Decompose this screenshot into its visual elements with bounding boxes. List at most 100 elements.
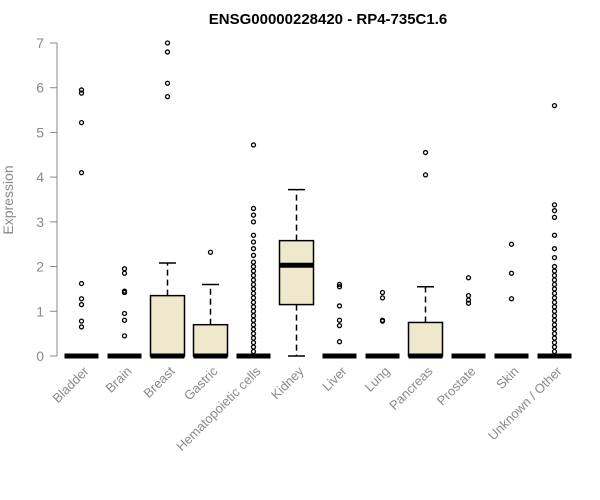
x-category-label: Liver [319, 363, 350, 394]
outlier-point [250, 212, 257, 218]
box-body [407, 321, 444, 357]
outlier-point [551, 214, 558, 221]
outlier-point [207, 249, 214, 255]
x-category-label: Gastric [181, 363, 221, 403]
outlier-point [121, 317, 128, 323]
outlier-point [422, 149, 429, 156]
outlier-point [379, 317, 386, 323]
outlier-point [551, 208, 558, 214]
outlier-point [551, 254, 558, 261]
x-category-label: Lung [362, 364, 393, 395]
outlier-point [78, 170, 85, 176]
outlier-point [250, 290, 257, 297]
outlier-point [250, 317, 257, 323]
x-category-label: Hematopoietic cells [173, 363, 264, 454]
box-body [278, 239, 315, 306]
outlier-point [551, 246, 558, 252]
outlier-point [379, 295, 386, 301]
outlier-point [551, 102, 558, 109]
outlier-point [78, 318, 85, 324]
outlier-point [250, 263, 257, 270]
outlier-point [164, 94, 171, 100]
y-tick-label: 2 [36, 259, 44, 275]
x-category-label: Kidney [268, 363, 307, 402]
outlier-point [336, 303, 343, 309]
y-tick-label: 6 [36, 80, 44, 96]
outlier-point [121, 270, 128, 276]
x-category-label: Breast [140, 363, 177, 400]
outlier-point [551, 344, 558, 350]
outlier-point [336, 281, 343, 288]
outlier-point [78, 296, 85, 302]
y-tick-label: 5 [36, 124, 44, 140]
outlier-point [551, 277, 558, 283]
outlier-point [250, 252, 257, 259]
outlier-point [551, 286, 558, 292]
box-body [192, 323, 229, 357]
outlier-point [551, 326, 558, 332]
outlier-point [250, 232, 257, 238]
outlier-point [250, 339, 257, 346]
outlier-point [551, 339, 558, 346]
x-category-label: Bladder [49, 363, 92, 406]
outlier-point [250, 281, 257, 288]
outlier-point [336, 322, 343, 329]
x-category-label: Brain [103, 364, 135, 396]
outlier-point [551, 295, 558, 301]
outlier-point [250, 308, 257, 314]
outlier-point [121, 266, 128, 272]
outlier-point [336, 317, 343, 323]
outlier-point [551, 335, 558, 341]
outlier-point [465, 275, 472, 281]
box-group [192, 249, 229, 359]
x-category-label: Prostate [434, 364, 479, 409]
outlier-point [551, 232, 558, 238]
outlier-point [121, 333, 128, 339]
outlier-point [164, 80, 171, 86]
y-tick-label: 0 [36, 348, 44, 364]
box-group [64, 87, 99, 359]
outlier-point [250, 330, 257, 337]
outlier-point [422, 172, 429, 178]
y-tick-label: 3 [36, 214, 44, 230]
outlier-point [336, 284, 343, 290]
outlier-point [250, 344, 257, 350]
box-group [149, 40, 186, 359]
y-tick-label: 1 [36, 303, 44, 319]
outlier-point [551, 272, 558, 279]
outlier-point [508, 241, 515, 247]
outlier-point [121, 288, 128, 294]
outlier-point [78, 87, 85, 93]
outlier-point [551, 330, 558, 337]
outlier-point [551, 304, 558, 310]
outlier-point [551, 202, 558, 208]
outlier-point [250, 313, 257, 319]
outlier-point [250, 295, 257, 301]
y-tick-label: 7 [36, 35, 44, 51]
box-group [451, 275, 486, 359]
outlier-point [250, 286, 257, 292]
box-group [365, 289, 400, 359]
outlier-point [78, 324, 85, 330]
box-group [107, 266, 142, 359]
outlier-point [250, 239, 257, 245]
box-group [236, 142, 271, 359]
outlier-point [250, 246, 257, 252]
outlier-point [250, 277, 257, 283]
outlier-point [336, 339, 343, 345]
box-group [407, 149, 444, 359]
outlier-point [465, 300, 472, 306]
x-category-label: Unknown / Other [485, 363, 565, 443]
outlier-point [164, 40, 171, 46]
outlier-point [250, 348, 257, 355]
outlier-point [250, 335, 257, 341]
outlier-point [551, 317, 558, 323]
outlier-point [551, 281, 558, 288]
chart-title: ENSG00000228420 - RP4-735C1.6 [209, 11, 448, 28]
outlier-point [250, 326, 257, 332]
outlier-point [250, 205, 257, 212]
outlier-point [551, 268, 558, 274]
y-axis-label: Expression [0, 165, 16, 234]
x-category-label: Skin [493, 364, 521, 392]
